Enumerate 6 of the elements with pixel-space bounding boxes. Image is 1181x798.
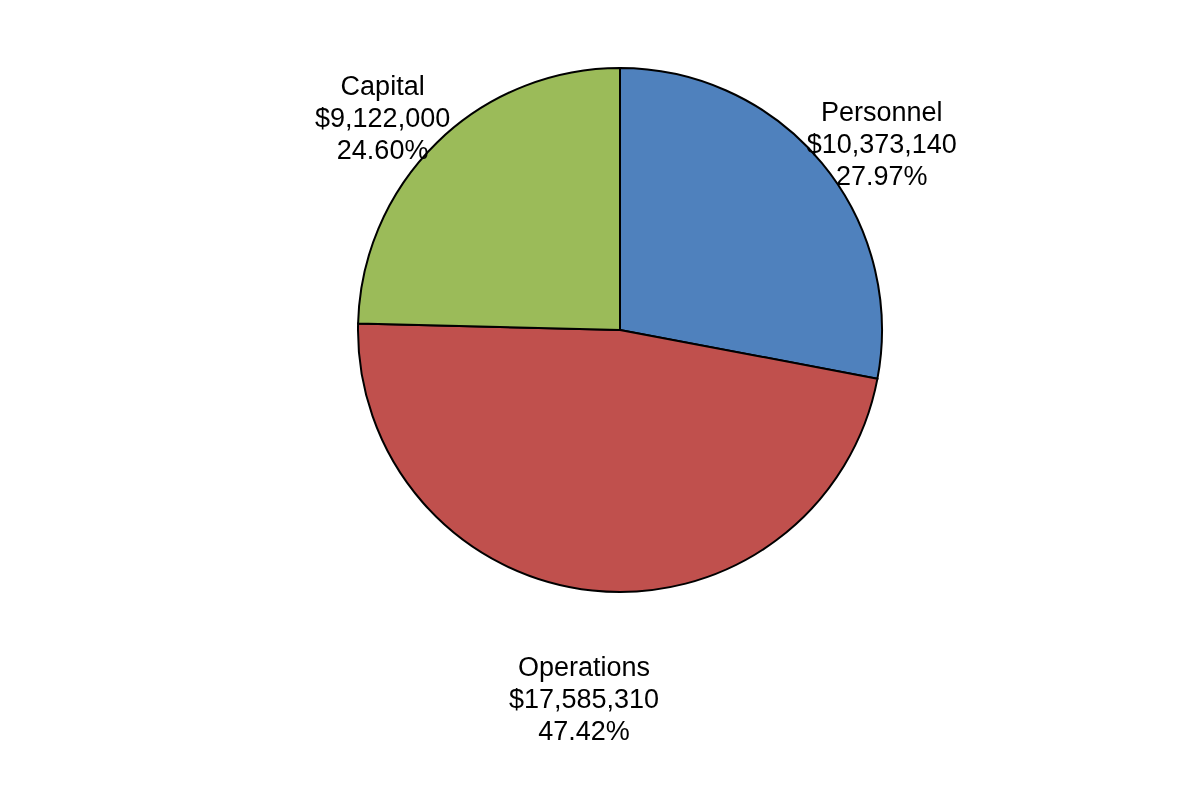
slice-label: Operations <box>517 652 651 683</box>
data-label: $10,373,140 27.97% <box>806 129 957 192</box>
data-label: $17,585,310 47.42% <box>508 684 660 747</box>
slice-label: Personnel <box>821 97 943 128</box>
data-label: $9,122,000 24.60% <box>315 102 451 165</box>
slice-label: Capital <box>340 70 425 101</box>
